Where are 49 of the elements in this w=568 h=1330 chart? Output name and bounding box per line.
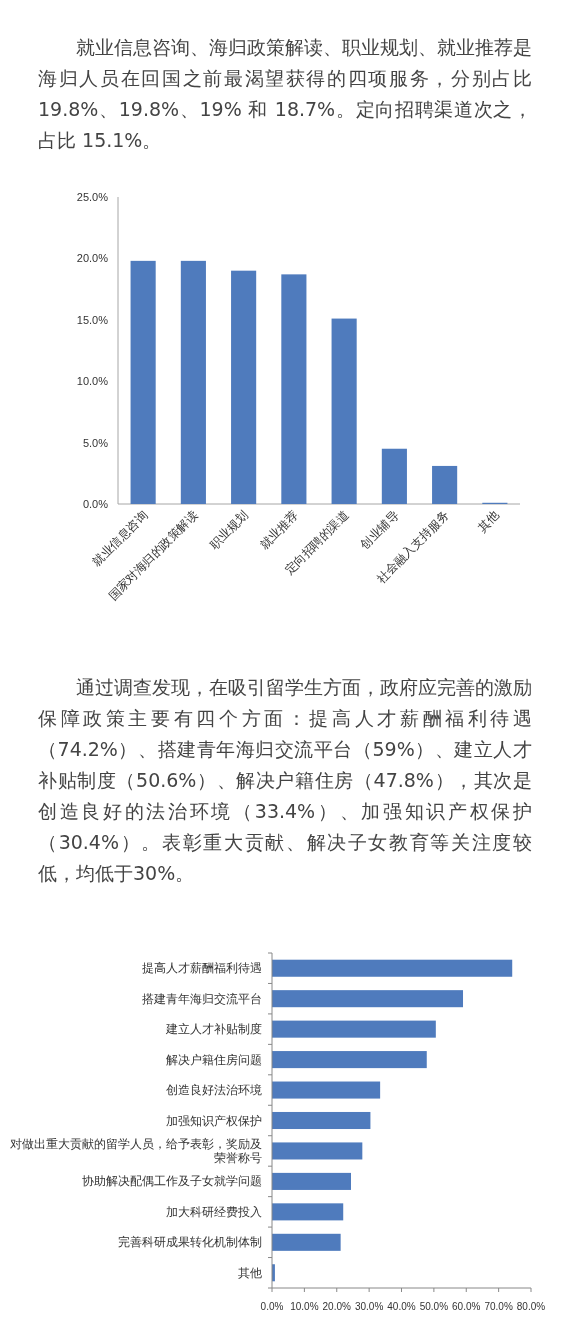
y-tick-label: 5.0%: [82, 436, 109, 449]
bar: [272, 1051, 427, 1069]
x-tick-label: 就业推荐: [257, 508, 301, 553]
x-tick-label: 60.0%: [452, 1301, 481, 1312]
y-tick-label: 加大科研经费投入: [166, 1204, 262, 1219]
bar: [130, 260, 156, 504]
x-tick-label: 0.0%: [260, 1301, 284, 1312]
bar: [272, 1233, 341, 1251]
bar: [272, 1111, 371, 1130]
y-tick-label: 20.0%: [76, 252, 109, 265]
y-tick-label: 提高人才薪酬福利待遇: [142, 961, 262, 976]
x-tick-label: 10.0%: [290, 1301, 319, 1312]
bar: [272, 1142, 363, 1160]
text: 通过调查发现，在吸引留学生方面，政府应完善的激励保障政策主要有四个方面：提高人才薪酬福利待遇（74.2%）、搭建青年海归交流平台（59%）、建立人才补贴制度（50.6%）、解决户籍住房（47.8%），其次是创造良好的法治环境（33.4%）、加强知识产权保护（30.4%）。表彰重大贡献、解决子女教育等关注度较低，均低于30%。: [38, 675, 532, 886]
x-tick-label: 其他: [475, 508, 502, 536]
y-tick-label: 完善科研成果转化机制体制: [118, 1235, 262, 1250]
x-tick-label: 80.0%: [516, 1301, 546, 1312]
bar: [272, 1172, 351, 1190]
bar: [281, 274, 307, 504]
y-tick-label: 10.0%: [76, 375, 109, 388]
bar: [231, 270, 257, 504]
x-tick-label: 20.0%: [322, 1301, 352, 1312]
bar: [180, 260, 206, 504]
bar: [432, 465, 458, 504]
text: 就业信息咨询、海归政策解读、职业规划、就业推荐是海归人员在回国之前最渴望获得的四项服务，分别占比 19.8%、19.8%、19% 和 18.7%。定向招聘渠道次之，占比 15.1%。: [38, 35, 532, 153]
y-tick-label: 创造良好法治环境: [166, 1083, 262, 1098]
y-tick-label: 25.0%: [76, 191, 109, 203]
x-tick-label: 创业辅导: [357, 508, 402, 553]
bar: [272, 1081, 381, 1099]
x-tick-label: 30.0%: [354, 1301, 384, 1312]
y-tick-label: 其他: [238, 1265, 262, 1280]
x-tick-label: 50.0%: [419, 1301, 449, 1312]
bar: [272, 1203, 344, 1221]
x-tick-label: 职业规划: [206, 508, 251, 553]
y-tick-label: 对做出重大贡献的留学人员，给予表彰，奖励及荣誉称号: [10, 1136, 262, 1165]
bar: [272, 959, 513, 977]
y-tick-label: 搭建青年海归交流平台: [142, 991, 262, 1006]
bar: [272, 990, 464, 1008]
y-tick-label: 建立人才补贴制度: [165, 1022, 262, 1037]
y-tick-label: 15.0%: [76, 313, 109, 326]
x-tick-label: 40.0%: [387, 1301, 416, 1312]
bar: [381, 448, 407, 504]
y-tick-label: 协助解决配偶工作及子女就学问题: [82, 1174, 262, 1189]
bar: [331, 318, 357, 504]
y-tick-label: 加强知识产权保护: [166, 1113, 262, 1128]
bar: [272, 1020, 436, 1038]
y-tick-label: 0.0%: [82, 498, 109, 510]
x-tick-label: 70.0%: [484, 1301, 513, 1312]
y-tick-label: 解决户籍住房问题: [166, 1052, 262, 1067]
